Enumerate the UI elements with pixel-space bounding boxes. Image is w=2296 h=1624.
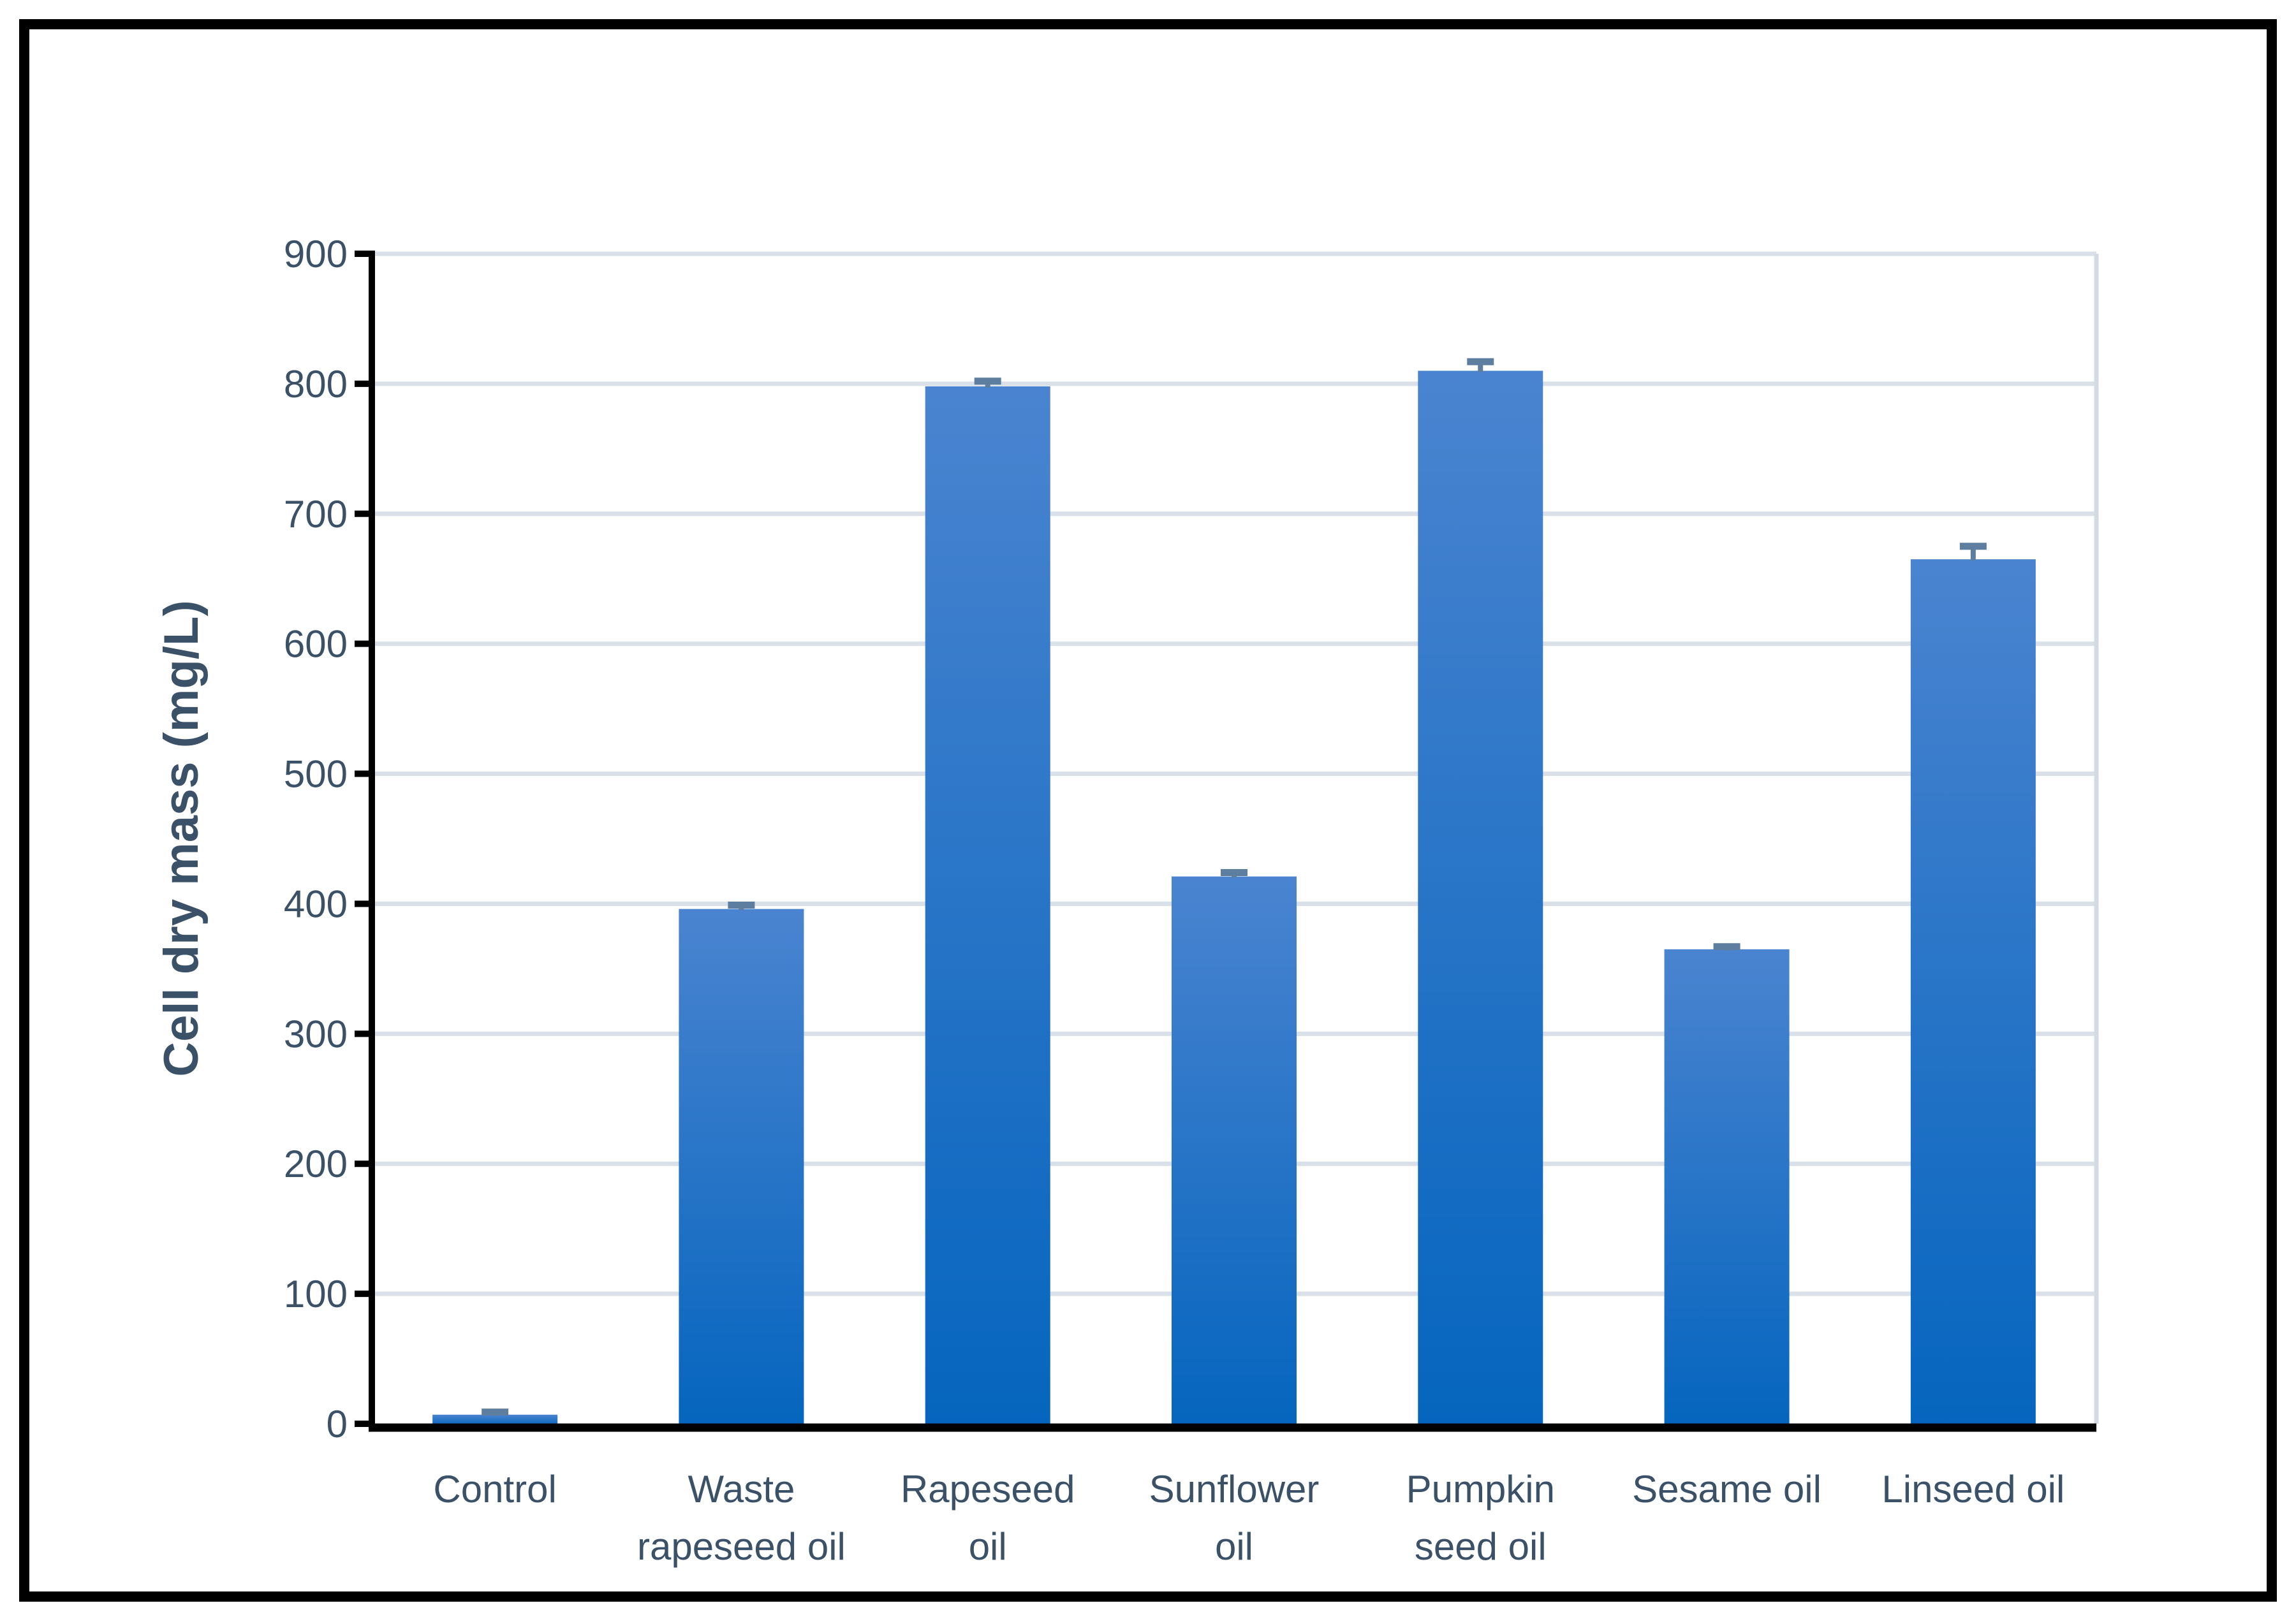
x-category-label: Rapeseed oil — [901, 1468, 1075, 1568]
bar — [925, 386, 1050, 1426]
y-tick-label: 600 — [284, 623, 348, 666]
x-category-label: Control — [433, 1468, 556, 1511]
x-category-label: Linseed oil — [1881, 1468, 2064, 1511]
x-category-label: Sesame oil — [1632, 1468, 1821, 1511]
bar — [1664, 949, 1790, 1426]
y-tick-label: 200 — [284, 1143, 348, 1185]
x-axis-labels: Control Waste rapeseed oil Rapeseed oil Sunfl… — [433, 1468, 2064, 1568]
bar — [432, 1414, 558, 1426]
x-category-label: Sunflower oil — [1149, 1468, 1320, 1568]
y-tick-label: 100 — [284, 1273, 348, 1315]
y-tick-label: 500 — [284, 753, 348, 796]
y-tick-label: 300 — [284, 1013, 348, 1055]
gridlines — [372, 251, 2096, 1296]
y-tick-label: 900 — [284, 233, 348, 275]
figure-border — [19, 19, 2277, 1602]
bar — [679, 909, 804, 1426]
y-tick-label: 400 — [284, 882, 348, 925]
x-category-label: Pumpkin seed oil — [1406, 1468, 1555, 1568]
bar — [1418, 370, 1543, 1426]
bars — [432, 370, 2036, 1426]
bar — [1910, 559, 2036, 1426]
y-tick-label: 700 — [284, 493, 348, 536]
error-bars — [482, 358, 1987, 1416]
x-category-label: Waste rapeseed oil — [637, 1468, 846, 1568]
y-tick-label: 0 — [327, 1403, 348, 1445]
bar — [1172, 876, 1297, 1426]
y-axis-title: Cell dry mass (mg/L) — [154, 600, 209, 1077]
y-tick-label: 800 — [284, 363, 348, 406]
y-axis-tick-labels: 0 100 200 300 400 500 600 700 800 900 — [284, 233, 348, 1445]
